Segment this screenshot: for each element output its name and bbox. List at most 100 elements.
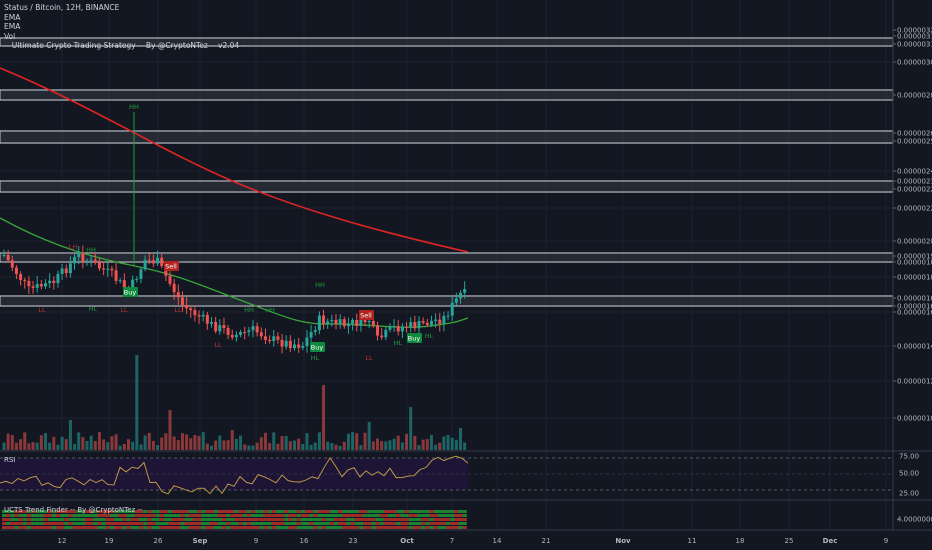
volume-bar xyxy=(197,435,201,450)
candle-body xyxy=(247,330,251,333)
rsi-tick-label: 75.00 xyxy=(899,453,919,461)
trend-cell xyxy=(433,518,438,521)
indicator-ucts-strategy[interactable]: -- Ultimate Crypto Trading Strategy -- B… xyxy=(4,41,247,51)
trend-cell xyxy=(201,522,206,525)
volume-bar xyxy=(44,433,47,450)
trend-cell xyxy=(51,518,56,521)
volume-bar xyxy=(313,442,317,450)
time-tick-label: 9 xyxy=(884,537,888,545)
rsi-pane[interactable] xyxy=(0,455,893,495)
trend-cell xyxy=(396,522,401,525)
trend-cell xyxy=(105,514,110,517)
trend-cell xyxy=(22,522,27,525)
candle-body xyxy=(334,319,338,325)
trend-cell xyxy=(68,510,73,513)
hh-marker: HH xyxy=(265,306,275,314)
trend-cell xyxy=(350,518,355,521)
trend-cell xyxy=(201,510,206,513)
trend-cell xyxy=(97,514,102,517)
trend-cell xyxy=(363,526,368,529)
trend-cell xyxy=(354,526,359,529)
volume-bar xyxy=(442,436,446,450)
trend-cell xyxy=(454,526,459,529)
trend-cell xyxy=(387,518,393,521)
trend-cell xyxy=(168,522,173,525)
trend-cell xyxy=(275,522,281,525)
candle-body xyxy=(226,328,230,335)
indicator-volume[interactable]: Vol xyxy=(4,31,16,41)
time-axis[interactable]: 12 19 26 Sep 9 16 23 Oct 7 14 21 Nov 11 18 25 Dec 9 xyxy=(58,537,889,545)
trend-cell xyxy=(217,514,222,517)
volume-bar xyxy=(23,432,27,450)
trend-cell xyxy=(396,518,401,521)
trend-cell xyxy=(118,522,123,525)
chart-legend: Status / Bitcoin, 12H, BINANCE EMA EMA V… xyxy=(4,3,247,51)
trend-cell xyxy=(10,526,15,529)
candle-body xyxy=(239,332,243,335)
volume-bar xyxy=(19,439,23,450)
trend-cell xyxy=(242,518,247,521)
trend-finder-pane[interactable] xyxy=(2,510,467,529)
trend-cell xyxy=(292,526,297,529)
indicator-ema-2[interactable]: EMA xyxy=(4,22,21,32)
candle-body xyxy=(114,270,118,281)
trend-cell xyxy=(346,522,351,525)
candle-body xyxy=(396,326,400,332)
trend-cell xyxy=(325,526,330,529)
trend-cell xyxy=(201,514,206,517)
trend-cell xyxy=(338,526,343,529)
candle-body xyxy=(454,298,458,303)
candle-body xyxy=(102,268,106,270)
trend-cell xyxy=(446,522,451,525)
volume-bar xyxy=(413,435,417,450)
trend-cell xyxy=(234,522,239,525)
trend-finder-label[interactable]: UCTS Trend Finder -- By @CryptoNTez -- xyxy=(4,506,143,514)
price-tick-label: 0.00000312 xyxy=(897,41,932,49)
rsi-label[interactable]: RSI xyxy=(4,456,16,464)
candle-body xyxy=(156,257,160,264)
trend-cell xyxy=(22,510,27,513)
indicator-ema-1[interactable]: EMA xyxy=(4,12,21,22)
candlesticks[interactable] xyxy=(2,245,467,354)
candle-body xyxy=(400,326,404,332)
volume-bars xyxy=(2,355,467,450)
volume-bar xyxy=(31,442,35,450)
trend-cell xyxy=(60,526,65,529)
candle-body xyxy=(110,268,114,271)
trend-cell xyxy=(14,510,19,513)
trend-cell xyxy=(22,518,27,521)
price-tick-label: 0.00000120 xyxy=(897,378,932,386)
trend-cell xyxy=(280,522,285,525)
trend-cell xyxy=(309,522,314,525)
trend-cell xyxy=(172,526,177,529)
candle-body xyxy=(255,326,259,333)
trend-cell xyxy=(350,514,355,517)
volume-bar xyxy=(222,440,226,450)
time-tick-label: 9 xyxy=(254,537,258,545)
trend-cell xyxy=(417,522,422,525)
trend-cell xyxy=(26,514,32,517)
trend-cell xyxy=(217,518,222,521)
trend-cell xyxy=(10,510,15,513)
price-axis[interactable]: 0.000003200.000003150.00000312 0.00000300… xyxy=(893,27,932,524)
trend-cell xyxy=(188,518,193,521)
candle-body xyxy=(214,322,218,332)
volume-bar xyxy=(309,444,313,450)
pane-separators[interactable] xyxy=(0,0,932,531)
trend-cell xyxy=(263,514,268,517)
trend-cell xyxy=(105,510,110,513)
candle-body xyxy=(222,325,226,329)
candle-body xyxy=(276,336,280,340)
trend-cell xyxy=(317,522,322,525)
trend-cell xyxy=(441,522,447,525)
volume-bar xyxy=(301,444,305,450)
trend-cell xyxy=(26,510,32,513)
sell-signal-badge xyxy=(164,261,179,271)
trend-cell xyxy=(450,514,455,517)
trend-cell xyxy=(429,518,434,521)
candle-body xyxy=(19,274,23,281)
trend-cell xyxy=(238,510,243,513)
symbol-title[interactable]: Status / Bitcoin, 12H, BINANCE xyxy=(4,3,120,12)
trend-cell xyxy=(379,514,384,517)
